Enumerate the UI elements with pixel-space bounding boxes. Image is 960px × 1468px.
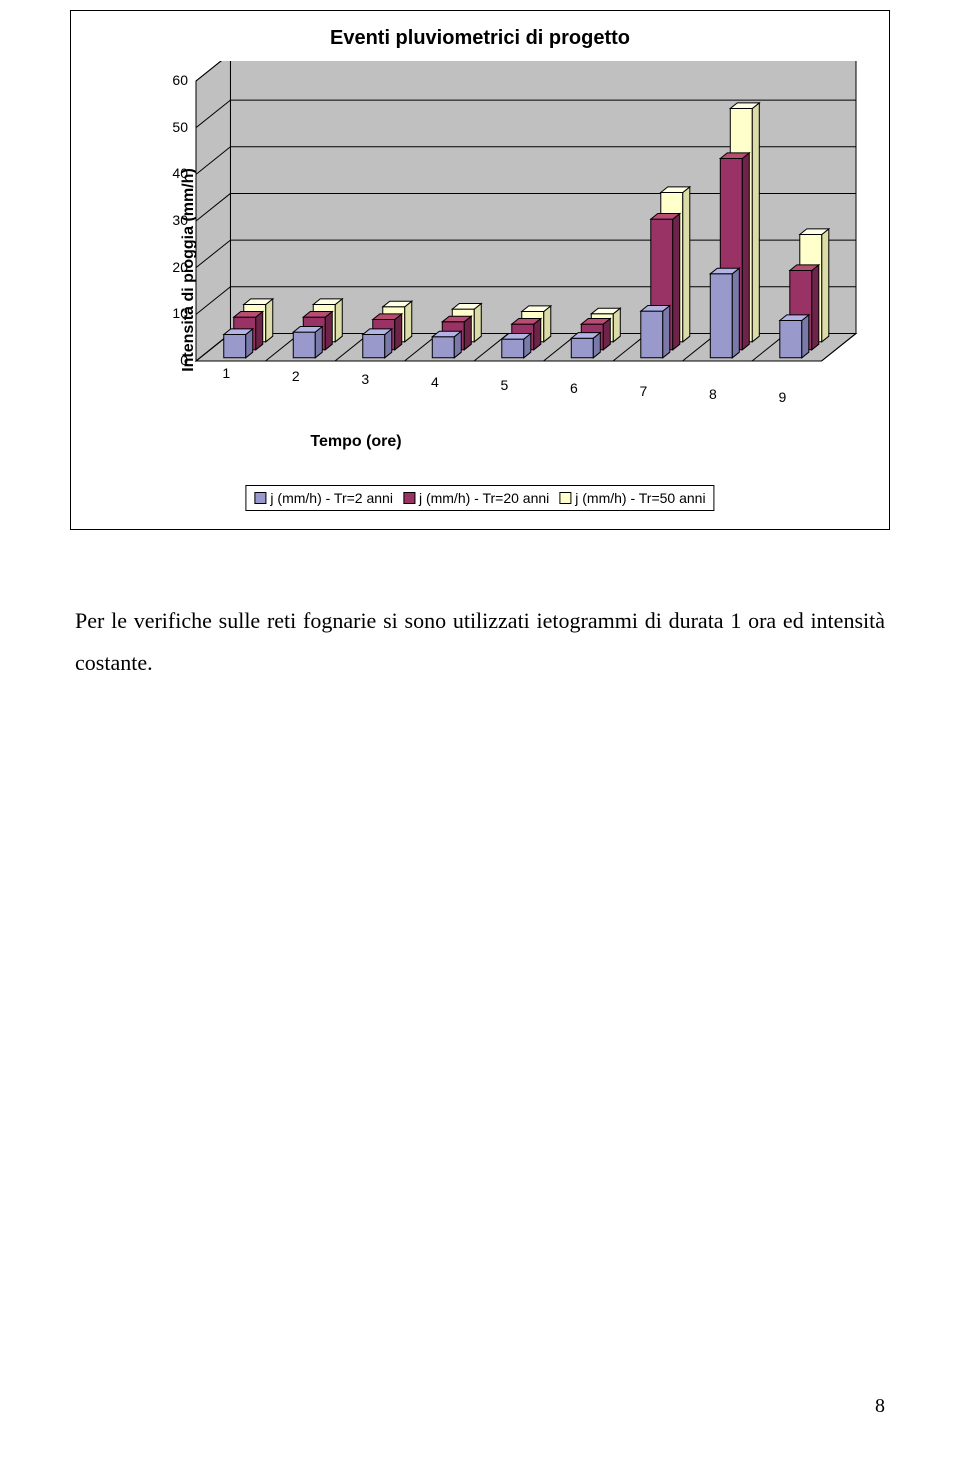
legend-swatch [559,492,571,504]
legend-label: j (mm/h) - Tr=2 anni [270,490,393,506]
chart-xtick: 8 [703,386,723,402]
legend-item: j (mm/h) - Tr=2 anni [254,490,393,506]
chart-ytick: 50 [158,119,188,135]
chart-container: Eventi pluviometrici di progetto Intensi… [70,10,890,530]
chart-legend: j (mm/h) - Tr=2 anni j (mm/h) - Tr=20 ann… [245,485,714,511]
chart-ytick: 60 [158,72,188,88]
chart-ytick: 0 [158,352,188,368]
chart-svg [176,61,876,401]
chart-xtick: 4 [425,374,445,390]
legend-label: j (mm/h) - Tr=50 anni [575,490,705,506]
chart-ytick: 10 [158,305,188,321]
chart-xtick: 2 [286,368,306,384]
chart-ytick: 40 [158,165,188,181]
legend-item: j (mm/h) - Tr=50 anni [559,490,705,506]
chart-xlabel: Tempo (ore) [256,433,456,451]
body-paragraph: Per le verifiche sulle reti fognarie si … [75,600,885,684]
chart-ytick: 30 [158,212,188,228]
chart-xtick: 9 [772,389,792,405]
chart-xtick: 1 [216,365,236,381]
legend-swatch [254,492,266,504]
chart-xtick: 6 [564,380,584,396]
chart-title: Eventi pluviometrici di progetto [71,27,889,50]
chart-ytick: 20 [158,259,188,275]
legend-swatch [403,492,415,504]
chart-xtick: 3 [355,371,375,387]
page-number: 8 [875,1395,885,1418]
chart-xtick: 5 [494,377,514,393]
chart-plot-area [176,61,876,401]
chart-xtick: 7 [633,383,653,399]
legend-label: j (mm/h) - Tr=20 anni [419,490,549,506]
legend-item: j (mm/h) - Tr=20 anni [403,490,549,506]
